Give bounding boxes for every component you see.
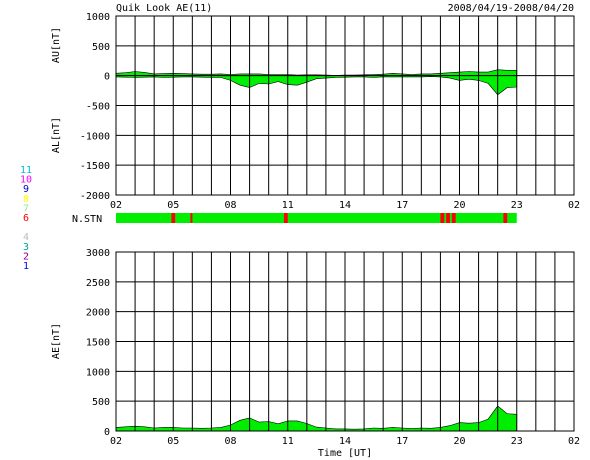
ae-y-tick-label: 1500 (86, 338, 110, 349)
station-bar-low-segment (440, 213, 445, 223)
station-legend-number: 9 (23, 184, 29, 195)
station-bar-low-segment (503, 213, 508, 223)
au-al-x-tick-label: 14 (339, 200, 351, 211)
al-axis-label: AL[nT] (51, 117, 62, 153)
station-legend-number: 8 (23, 194, 29, 205)
station-bar-low-segment (171, 213, 176, 223)
station-legend-number: 7 (23, 203, 29, 214)
ae-y-tick-label: 2500 (86, 278, 110, 289)
au-axis-label: AU[nT] (51, 27, 62, 63)
ae-y-tick-label: 1000 (86, 367, 110, 378)
au-al-x-tick-label: 02 (110, 200, 122, 211)
ae-x-tick-label: 17 (396, 436, 408, 447)
ae-x-tick-label: 05 (167, 436, 179, 447)
station-legend-number: 2 (23, 251, 29, 262)
station-legend-number: 3 (23, 242, 29, 253)
ae-y-tick-label: 3000 (86, 248, 110, 259)
au-al-y-tick-label: -500 (86, 102, 110, 113)
ae-y-tick-label: 0 (104, 427, 110, 438)
ae-axis-label: AE[nT] (51, 323, 62, 359)
station-legend-number: 4 (23, 232, 29, 243)
station-legend-number: 10 (20, 175, 32, 186)
ae-area (115, 405, 518, 432)
ae-y-tick-label: 2000 (86, 308, 110, 319)
station-bar-low-segment (190, 213, 193, 223)
au-al-x-tick-label: 05 (167, 200, 179, 211)
station-legend-number: 1 (23, 261, 29, 272)
au-al-x-tick-label: 11 (282, 200, 294, 211)
au-al-y-tick-label: -2000 (80, 191, 110, 202)
ae-x-tick-label: 08 (224, 436, 236, 447)
au-al-x-tick-label: 17 (396, 200, 408, 211)
ae-x-tick-label: 02 (568, 436, 580, 447)
ae-x-tick-label: 23 (511, 436, 523, 447)
station-bar-low-segment (283, 213, 288, 223)
au-al-x-tick-label: 08 (224, 200, 236, 211)
chart-title: Quik Look AE(11) (116, 3, 212, 14)
au-al-x-tick-label: 23 (511, 200, 523, 211)
au-al-x-tick-label: 02 (568, 200, 580, 211)
ae-x-tick-label: 02 (110, 436, 122, 447)
x-axis-label: Time [UT] (318, 448, 372, 459)
ae-x-tick-label: 14 (339, 436, 351, 447)
au-area (115, 69, 518, 76)
station-legend-number: 6 (23, 213, 29, 224)
ae-x-tick-label: 20 (453, 436, 465, 447)
au-al-y-tick-label: -1500 (80, 161, 110, 172)
nstn-label: N.STN (72, 214, 102, 225)
au-al-y-tick-label: -1000 (80, 131, 110, 142)
station-count-strip (116, 213, 517, 223)
au-al-frame (115, 15, 575, 196)
station-bar-low-segment (446, 213, 450, 223)
ae-x-tick-label: 11 (282, 436, 294, 447)
date-range: 2008/04/19-2008/04/20 (448, 3, 574, 14)
station-bar-low-segment (451, 213, 456, 223)
al-area (115, 75, 518, 96)
station-legend-number: 11 (20, 165, 32, 176)
ae-frame (115, 251, 575, 432)
station-bar-normal (116, 213, 517, 223)
au-al-y-tick-label: 1000 (86, 12, 110, 23)
ae-y-tick-label: 500 (92, 397, 110, 408)
au-al-y-tick-label: 500 (92, 42, 110, 53)
au-al-x-tick-label: 20 (453, 200, 465, 211)
au-al-y-tick-label: 0 (104, 72, 110, 83)
station-legend-number: 5 (23, 223, 29, 234)
